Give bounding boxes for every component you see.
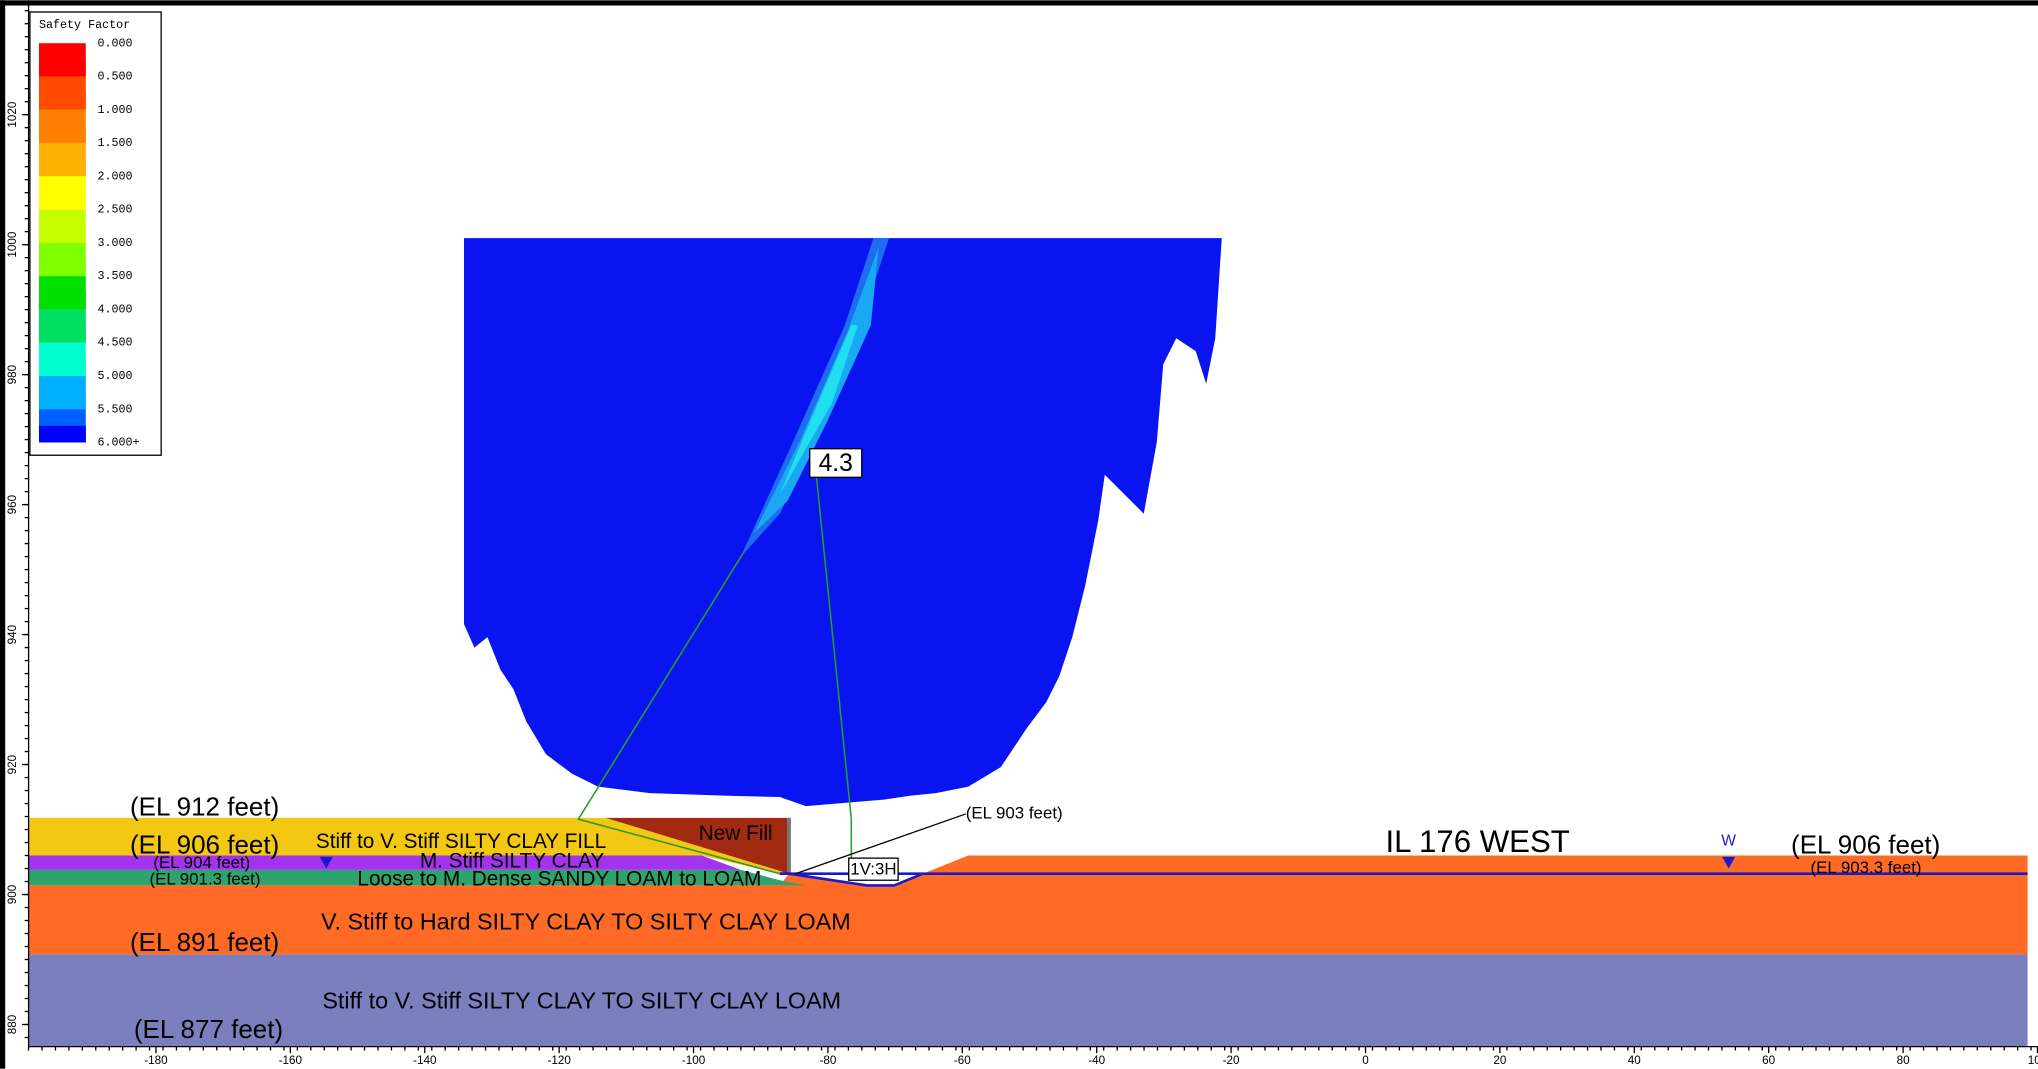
slope-box	[848, 857, 899, 881]
legend-swatch	[38, 259, 86, 277]
y-tick-label: 980	[6, 364, 19, 384]
legend-label: 5.500	[97, 402, 132, 416]
legend-swatch	[38, 425, 86, 443]
legend-swatch	[38, 159, 86, 177]
legend-label: 1.500	[97, 136, 132, 150]
elevation: (EL 904 feet)	[153, 853, 250, 872]
leader	[795, 813, 966, 875]
factor-grid	[464, 238, 1222, 807]
layer-fill	[28, 817, 789, 874]
left-border	[0, 0, 6, 1069]
slope-label: 1V:3H	[850, 859, 896, 878]
x-tick-label: -60	[954, 1054, 971, 1067]
water-symbol	[1722, 856, 1736, 869]
y-tick-label: 940	[6, 624, 19, 644]
x-tick-label: 40	[1628, 1054, 1641, 1067]
section-label: IL 176 WEST	[1386, 824, 1570, 859]
legend-label: 3.000	[97, 236, 132, 250]
top-border	[0, 0, 2038, 6]
legend-label: 5.000	[97, 369, 132, 383]
legend-label: 1.000	[97, 103, 132, 117]
slip-radius	[577, 552, 781, 875]
y-tick-label: 960	[6, 494, 19, 514]
x-tick-label: 100	[2028, 1054, 2038, 1067]
legend-label: 4.500	[97, 336, 132, 350]
legend-title: Safety Factor	[39, 18, 130, 32]
layer-label: Stiff to V. Stiff SILTY CLAY FILL	[316, 830, 606, 853]
legend-swatch	[38, 126, 86, 144]
x-tick-label: -160	[279, 1054, 303, 1067]
layer-orange	[28, 855, 2028, 955]
x-tick-label: 0	[1362, 1054, 1369, 1067]
slip-radius	[815, 474, 853, 859]
legend-swatch	[38, 359, 86, 376]
elevation: (EL 877 feet)	[134, 1014, 283, 1044]
layer-purple	[28, 855, 741, 870]
x-tick-label: -120	[547, 1054, 571, 1067]
legend-label: 3.500	[97, 269, 132, 283]
legend-swatch	[38, 59, 86, 77]
legend-swatch	[38, 226, 86, 243]
water-label: W	[1721, 832, 1736, 849]
elevation: (EL 906 feet)	[130, 829, 279, 859]
legend-label: 0.000	[97, 36, 132, 50]
factor-contour	[779, 325, 858, 495]
legend-label: 2.000	[97, 169, 132, 183]
y-tick-label: 880	[6, 1014, 19, 1034]
y-tick-label: 1000	[6, 231, 19, 258]
y-tick-label: 920	[6, 754, 19, 774]
elevation: (EL 912 feet)	[130, 792, 279, 822]
legend-swatch	[38, 192, 86, 210]
x-tick-label: 60	[1762, 1054, 1775, 1067]
legend-swatch	[38, 326, 86, 343]
water-symbol	[319, 856, 333, 869]
layer-label: Loose to M. Dense SANDY LOAM to LOAM	[357, 868, 761, 891]
elevation: (EL 901.3 feet)	[149, 870, 260, 889]
axis-group: -180 -160 -140 -120 -100 -80 -60 -40 -20 0 20 40 60 8…	[6, 10, 2038, 1067]
layer-label: V. Stiff to Hard SILTY CLAY TO SILTY CLA…	[321, 908, 851, 934]
y-tick-label: 900	[6, 884, 19, 904]
legend-label: 0.500	[97, 70, 132, 84]
layer-sand	[28, 869, 806, 886]
layer-label: M. Stiff SILTY CLAY	[420, 850, 605, 873]
x-tick-label: -180	[144, 1054, 168, 1067]
x-tick-label: 20	[1493, 1054, 1506, 1067]
x-tick-label: -20	[1223, 1054, 1240, 1067]
new-fill	[605, 817, 789, 874]
min-factor: 4.3	[819, 450, 853, 477]
x-tick-label: -100	[682, 1054, 706, 1067]
x-tick-label: -80	[819, 1054, 836, 1067]
legend-swatch	[38, 392, 86, 410]
x-tick-label: 80	[1897, 1054, 1910, 1067]
legend-swatch	[38, 93, 86, 110]
elevation: (EL 903.3 feet)	[1811, 858, 1922, 877]
new-fill-label: New Fill	[699, 822, 773, 845]
legend-swatch	[38, 292, 86, 310]
legend-label: 4.000	[97, 302, 132, 316]
factor-contour	[740, 238, 890, 557]
layer-bottom	[28, 954, 2028, 1047]
x-tick-label: -140	[413, 1054, 437, 1067]
elevation: (EL 906 feet)	[1791, 829, 1940, 859]
min-factor-box	[809, 448, 863, 478]
legend-items: 0.000 0.500 1.000 1.500 2.000 2.500 3.000 3.500…	[38, 36, 140, 450]
legend-label: 6.000+	[97, 436, 139, 450]
ground-line	[779, 872, 924, 887]
legend-label: 2.500	[97, 203, 132, 217]
layer-label: Stiff to V. Stiff SILTY CLAY TO SILTY CL…	[322, 988, 841, 1014]
elevation: (EL 903 feet)	[966, 803, 1063, 822]
x-tick-label: -40	[1088, 1054, 1105, 1067]
elevation: (EL 891 feet)	[130, 927, 279, 957]
y-tick-label: 1020	[6, 101, 19, 128]
